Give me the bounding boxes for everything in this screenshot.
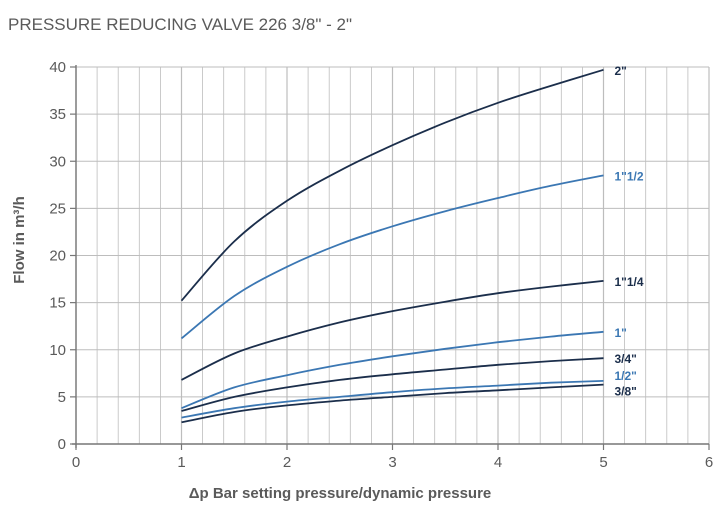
series-line	[180, 174, 604, 340]
chart-title: PRESSURE REDUCING VALVE 226 3/8" - 2"	[8, 15, 352, 34]
series-label: 1"	[615, 326, 627, 340]
y-tick-label: 15	[49, 295, 66, 312]
y-tick-label: 40	[49, 59, 66, 76]
series-line	[181, 357, 604, 412]
series-line	[181, 330, 604, 410]
series-label: 1"1/4	[615, 275, 644, 289]
x-tick-label: 1	[177, 454, 185, 471]
x-tick-label: 2	[283, 454, 291, 471]
series-lines	[180, 68, 604, 424]
x-axis-label: Δp Bar setting pressure/dynamic pressure	[189, 485, 492, 502]
y-tick-label: 25	[49, 200, 66, 217]
y-tick-label: 10	[49, 342, 66, 359]
y-tick-label: 20	[49, 248, 66, 265]
series-labels: 2" 1"1/2 1"1/4 1" 3/4" 1/2" 3/8"	[615, 64, 644, 399]
series-label: 1"1/2	[615, 169, 644, 183]
series-line	[180, 68, 604, 302]
series-label: 3/4"	[615, 352, 637, 366]
x-tick-label: 3	[388, 454, 396, 471]
grid	[75, 66, 710, 445]
y-axis-label: Flow in m³/h	[11, 196, 28, 284]
tick-labels: 0 1 2 3 4 5 6 0 5 10 15 20 25 30 35 40	[49, 59, 713, 471]
y-tick-label: 30	[49, 153, 66, 170]
series-label: 2"	[615, 64, 627, 78]
series-line	[181, 280, 604, 381]
x-tick-label: 0	[72, 454, 80, 471]
axes	[70, 65, 710, 450]
y-tick-label: 5	[58, 389, 66, 406]
series-line	[181, 383, 604, 424]
series-label: 1/2"	[615, 369, 637, 383]
series-label: 3/8"	[615, 385, 637, 399]
x-tick-label: 4	[494, 454, 502, 471]
y-tick-label: 0	[58, 436, 66, 453]
x-tick-label: 6	[705, 454, 713, 471]
series-line	[181, 380, 604, 419]
y-tick-label: 35	[49, 106, 66, 123]
x-tick-label: 5	[599, 454, 607, 471]
